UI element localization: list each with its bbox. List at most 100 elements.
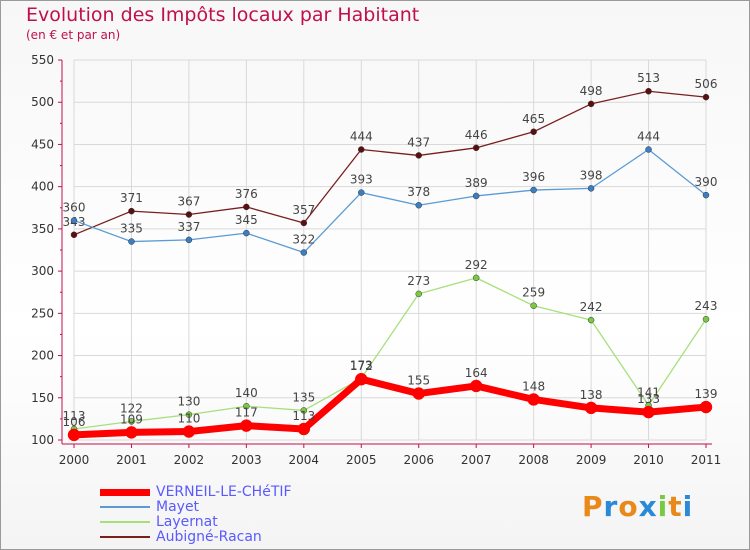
brand-letter: o xyxy=(618,490,639,523)
data-label: 273 xyxy=(407,274,430,288)
data-label: 389 xyxy=(465,176,488,190)
data-label: 130 xyxy=(177,395,200,409)
data-point xyxy=(530,302,537,309)
data-label: 292 xyxy=(465,258,488,272)
data-label: 498 xyxy=(580,84,603,98)
data-point xyxy=(530,128,537,136)
data-point xyxy=(699,400,713,414)
legend-swatch xyxy=(100,506,150,508)
x-tick-label: 2008 xyxy=(518,453,549,467)
data-label: 133 xyxy=(637,392,660,406)
data-point xyxy=(70,217,78,224)
data-point xyxy=(358,146,365,153)
data-label: 259 xyxy=(522,286,545,300)
data-point xyxy=(240,419,253,432)
y-tick-label: 550 xyxy=(31,53,54,67)
data-point xyxy=(530,186,537,194)
series-line xyxy=(73,277,707,430)
data-label: 446 xyxy=(465,128,488,142)
data-point xyxy=(469,379,483,393)
data-label: 437 xyxy=(407,135,430,149)
data-label: 371 xyxy=(120,191,143,205)
x-tick-label: 2011 xyxy=(691,453,722,467)
data-label: 367 xyxy=(177,195,200,209)
data-label: 396 xyxy=(522,170,545,184)
data-label: 357 xyxy=(292,203,315,217)
series-line xyxy=(73,148,707,254)
data-label: 444 xyxy=(637,130,660,144)
legend-label: Layernat xyxy=(156,514,218,530)
x-tick-label: 2002 xyxy=(174,453,205,467)
brand-letter: t xyxy=(668,490,683,523)
data-point xyxy=(300,249,308,256)
data-point xyxy=(355,372,368,386)
data-point xyxy=(415,290,422,298)
x-tick-label: 2001 xyxy=(116,453,147,467)
data-point xyxy=(243,402,250,410)
data-label: 360 xyxy=(63,200,86,214)
data-point xyxy=(415,201,422,209)
data-label: 506 xyxy=(695,77,718,91)
data-label: 122 xyxy=(120,401,143,415)
y-tick-label: 100 xyxy=(31,433,54,447)
data-label: 148 xyxy=(522,379,545,393)
data-point xyxy=(702,191,710,199)
data-point xyxy=(128,418,135,425)
data-point xyxy=(243,203,250,211)
y-tick-label: 450 xyxy=(31,137,54,151)
data-label: 139 xyxy=(695,387,718,401)
data-label: 242 xyxy=(580,300,603,314)
legend-label: Mayet xyxy=(156,499,200,515)
y-tick-label: 500 xyxy=(31,95,54,109)
data-label: 345 xyxy=(235,213,258,227)
data-label: 140 xyxy=(235,386,258,400)
data-point xyxy=(587,100,595,108)
data-point xyxy=(527,393,540,406)
data-label: 141 xyxy=(637,385,660,399)
data-label: 164 xyxy=(465,366,488,380)
data-label: 173 xyxy=(350,358,373,372)
data-label: 117 xyxy=(235,406,258,420)
series-line xyxy=(73,375,707,439)
legend-label: Aubigné-Racan xyxy=(156,529,262,545)
data-point xyxy=(67,428,81,442)
data-point xyxy=(702,93,710,101)
data-point xyxy=(642,405,655,419)
data-label: 390 xyxy=(695,175,718,189)
data-point xyxy=(702,315,710,323)
data-point xyxy=(645,146,652,153)
data-label: 398 xyxy=(580,168,603,182)
brand-letter: P xyxy=(582,490,604,523)
data-point xyxy=(297,422,311,436)
data-label: 172 xyxy=(350,359,373,373)
data-point xyxy=(415,152,422,159)
data-label: 138 xyxy=(580,388,603,402)
data-point xyxy=(645,87,652,95)
chart-subtitle: (en € et par an) xyxy=(26,28,121,42)
brand-letter: x xyxy=(638,490,658,523)
data-label: 444 xyxy=(350,130,373,144)
x-tick-label: 2000 xyxy=(59,453,90,467)
data-point xyxy=(300,407,308,414)
data-label: 106 xyxy=(63,415,86,429)
x-tick-label: 2009 xyxy=(576,453,607,467)
data-label: 109 xyxy=(120,412,143,426)
brand-letter: i xyxy=(682,490,694,523)
data-label: 135 xyxy=(292,390,315,404)
x-tick-label: 2006 xyxy=(403,453,434,467)
y-tick-label: 400 xyxy=(31,180,54,194)
x-tick-label: 2007 xyxy=(461,453,492,467)
data-label: 376 xyxy=(235,187,258,201)
data-label: 110 xyxy=(177,412,200,426)
data-point xyxy=(185,236,193,244)
y-tick-label: 350 xyxy=(31,222,54,236)
data-label: 113 xyxy=(292,409,315,423)
brand-letter: r xyxy=(603,490,619,523)
data-point xyxy=(587,316,595,324)
data-label: 155 xyxy=(407,374,430,388)
legend-swatch xyxy=(100,489,150,496)
x-tick-label: 2010 xyxy=(633,453,664,467)
brand-letter: i xyxy=(657,490,669,523)
data-point xyxy=(182,425,196,438)
